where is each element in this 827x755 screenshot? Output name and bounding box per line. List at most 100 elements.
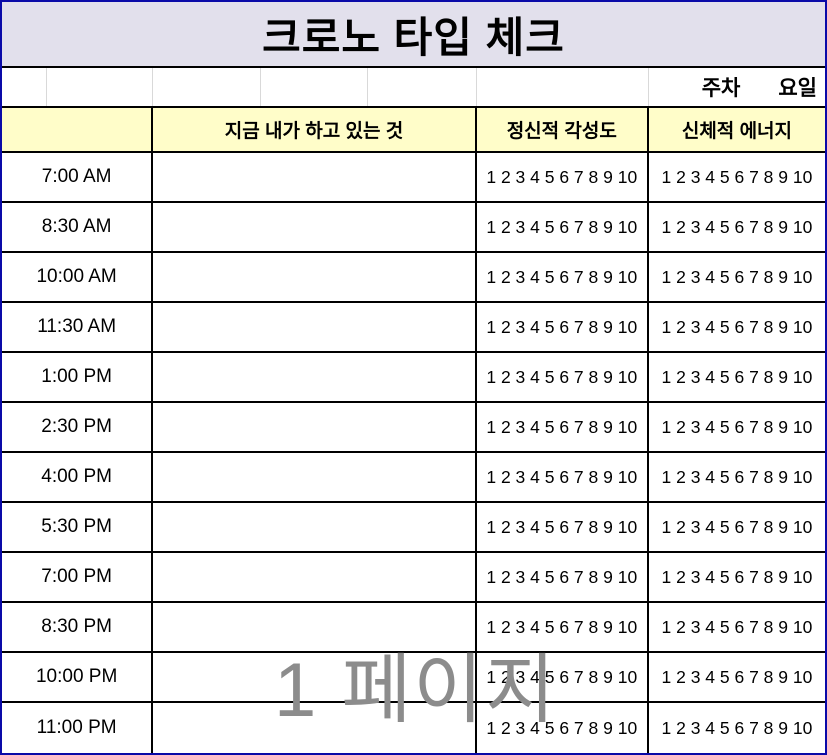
mental-scale-values: 1 2 3 4 5 6 7 8 9 10: [486, 466, 638, 487]
table-row: 7:00 PM 1 2 3 4 5 6 7 8 9 10 1 2 3 4 5 6…: [2, 553, 825, 603]
table-row: 7:00 AM 1 2 3 4 5 6 7 8 9 10 1 2 3 4 5 6…: [2, 153, 825, 203]
time-cell: 10:00 AM: [2, 253, 154, 301]
time-label: 10:00 PM: [35, 666, 118, 687]
physical-energy-scale-cell[interactable]: 1 2 3 4 5 6 7 8 9 10: [649, 203, 825, 251]
mental-alertness-scale-cell[interactable]: 1 2 3 4 5 6 7 8 9 10: [477, 653, 649, 701]
table-row: 11:00 PM 1 2 3 4 5 6 7 8 9 10 1 2 3 4 5 …: [2, 703, 825, 753]
time-cell: 7:00 AM: [2, 153, 154, 201]
time-cell: 10:00 PM: [2, 653, 154, 701]
physical-energy-scale-cell[interactable]: 1 2 3 4 5 6 7 8 9 10: [649, 553, 825, 601]
time-label: 7:00 AM: [41, 166, 112, 187]
activity-input-cell[interactable]: [153, 453, 477, 501]
mental-alertness-scale-cell[interactable]: 1 2 3 4 5 6 7 8 9 10: [477, 553, 649, 601]
time-label: 2:30 PM: [41, 416, 113, 437]
activity-input-cell[interactable]: [153, 253, 477, 301]
header-time: [2, 108, 154, 151]
header-mental-alertness: 정신적 각성도: [477, 108, 649, 151]
time-label: 11:30 AM: [37, 316, 117, 337]
mental-alertness-scale-cell[interactable]: 1 2 3 4 5 6 7 8 9 10: [477, 703, 649, 753]
time-cell: 11:30 AM: [2, 303, 154, 351]
time-cell: 8:30 PM: [2, 603, 154, 651]
mental-scale-values: 1 2 3 4 5 6 7 8 9 10: [486, 516, 638, 537]
physical-energy-scale-cell[interactable]: 1 2 3 4 5 6 7 8 9 10: [649, 453, 825, 501]
activity-input-cell[interactable]: [153, 653, 477, 701]
time-cell: 7:00 PM: [2, 553, 154, 601]
mental-alertness-scale-cell[interactable]: 1 2 3 4 5 6 7 8 9 10: [477, 403, 649, 451]
title-bar: 크로노 타입 체크: [2, 2, 825, 68]
activity-input-cell[interactable]: [153, 503, 477, 551]
time-label: 4:00 PM: [41, 466, 113, 487]
table-row: 1:00 PM 1 2 3 4 5 6 7 8 9 10 1 2 3 4 5 6…: [2, 353, 825, 403]
header-physical-energy: 신체적 에너지: [681, 121, 793, 142]
week-label: 주차: [701, 77, 741, 100]
physical-energy-scale-cell[interactable]: 1 2 3 4 5 6 7 8 9 10: [649, 703, 825, 753]
time-cell: 1:00 PM: [2, 353, 154, 401]
physical-scale-values: 1 2 3 4 5 6 7 8 9 10: [661, 216, 813, 237]
activity-input-cell[interactable]: [153, 553, 477, 601]
physical-energy-scale-cell[interactable]: 1 2 3 4 5 6 7 8 9 10: [649, 353, 825, 401]
physical-energy-scale-cell[interactable]: 1 2 3 4 5 6 7 8 9 10: [649, 303, 825, 351]
physical-scale-values: 1 2 3 4 5 6 7 8 9 10: [661, 666, 813, 687]
time-cell: 5:30 PM: [2, 503, 154, 551]
physical-scale-values: 1 2 3 4 5 6 7 8 9 10: [661, 466, 813, 487]
physical-energy-scale-cell[interactable]: 1 2 3 4 5 6 7 8 9 10: [649, 603, 825, 651]
header-current-activity: 지금 내가 하고 있는 것: [153, 108, 477, 151]
physical-energy-scale-cell[interactable]: 1 2 3 4 5 6 7 8 9 10: [649, 253, 825, 301]
meta-row: 주차 요일: [2, 68, 825, 108]
physical-energy-scale-cell[interactable]: 1 2 3 4 5 6 7 8 9 10: [649, 653, 825, 701]
time-label: 8:30 AM: [41, 216, 112, 237]
activity-input-cell[interactable]: [153, 153, 477, 201]
table-row: 10:00 PM 1 2 3 4 5 6 7 8 9 10 1 2 3 4 5 …: [2, 653, 825, 703]
physical-scale-values: 1 2 3 4 5 6 7 8 9 10: [661, 717, 813, 738]
time-label: 5:30 PM: [41, 516, 113, 537]
mental-alertness-scale-cell[interactable]: 1 2 3 4 5 6 7 8 9 10: [477, 503, 649, 551]
physical-energy-scale-cell[interactable]: 1 2 3 4 5 6 7 8 9 10: [649, 403, 825, 451]
mental-alertness-scale-cell[interactable]: 1 2 3 4 5 6 7 8 9 10: [477, 603, 649, 651]
meta-blank-cell[interactable]: [368, 68, 477, 106]
meta-blank-cell[interactable]: [477, 68, 649, 106]
mental-alertness-scale-cell[interactable]: 1 2 3 4 5 6 7 8 9 10: [477, 303, 649, 351]
table-row: 10:00 AM 1 2 3 4 5 6 7 8 9 10 1 2 3 4 5 …: [2, 253, 825, 303]
physical-energy-scale-cell[interactable]: 1 2 3 4 5 6 7 8 9 10: [649, 153, 825, 201]
time-label: 8:30 PM: [41, 616, 113, 637]
activity-input-cell[interactable]: [153, 203, 477, 251]
mental-alertness-scale-cell[interactable]: 1 2 3 4 5 6 7 8 9 10: [477, 203, 649, 251]
mental-scale-values: 1 2 3 4 5 6 7 8 9 10: [486, 416, 638, 437]
meta-blank-cell[interactable]: [153, 68, 261, 106]
physical-energy-scale-cell[interactable]: 1 2 3 4 5 6 7 8 9 10: [649, 503, 825, 551]
activity-input-cell[interactable]: [153, 603, 477, 651]
mental-scale-values: 1 2 3 4 5 6 7 8 9 10: [486, 717, 638, 738]
time-label: 7:00 PM: [41, 566, 113, 587]
activity-input-cell[interactable]: [153, 703, 477, 753]
mental-alertness-scale-cell[interactable]: 1 2 3 4 5 6 7 8 9 10: [477, 453, 649, 501]
mental-scale-values: 1 2 3 4 5 6 7 8 9 10: [486, 266, 638, 287]
time-label: 1:00 PM: [41, 366, 113, 387]
activity-input-cell[interactable]: [153, 403, 477, 451]
time-label: 10:00 AM: [36, 266, 117, 287]
mental-scale-values: 1 2 3 4 5 6 7 8 9 10: [486, 216, 638, 237]
activity-input-cell[interactable]: [153, 353, 477, 401]
meta-blank-cell[interactable]: [2, 68, 47, 106]
meta-blank-cell[interactable]: [261, 68, 369, 106]
mental-scale-values: 1 2 3 4 5 6 7 8 9 10: [486, 666, 638, 687]
table-row: 4:00 PM 1 2 3 4 5 6 7 8 9 10 1 2 3 4 5 6…: [2, 453, 825, 503]
mental-scale-values: 1 2 3 4 5 6 7 8 9 10: [486, 366, 638, 387]
activity-input-cell[interactable]: [153, 303, 477, 351]
time-cell: 8:30 AM: [2, 203, 154, 251]
table-row: 11:30 AM 1 2 3 4 5 6 7 8 9 10 1 2 3 4 5 …: [2, 303, 825, 353]
time-cell: 2:30 PM: [2, 403, 154, 451]
meta-blank-cell[interactable]: [47, 68, 154, 106]
mental-scale-values: 1 2 3 4 5 6 7 8 9 10: [486, 616, 638, 637]
physical-scale-values: 1 2 3 4 5 6 7 8 9 10: [661, 366, 813, 387]
mental-alertness-scale-cell[interactable]: 1 2 3 4 5 6 7 8 9 10: [477, 153, 649, 201]
mental-alertness-scale-cell[interactable]: 1 2 3 4 5 6 7 8 9 10: [477, 353, 649, 401]
week-day-cell[interactable]: 주차 요일: [649, 68, 825, 106]
physical-scale-values: 1 2 3 4 5 6 7 8 9 10: [661, 316, 813, 337]
physical-scale-values: 1 2 3 4 5 6 7 8 9 10: [661, 566, 813, 587]
physical-scale-values: 1 2 3 4 5 6 7 8 9 10: [661, 416, 813, 437]
day-label: 요일: [778, 77, 817, 100]
mental-scale-values: 1 2 3 4 5 6 7 8 9 10: [486, 166, 638, 187]
mental-scale-values: 1 2 3 4 5 6 7 8 9 10: [486, 566, 638, 587]
mental-alertness-scale-cell[interactable]: 1 2 3 4 5 6 7 8 9 10: [477, 253, 649, 301]
